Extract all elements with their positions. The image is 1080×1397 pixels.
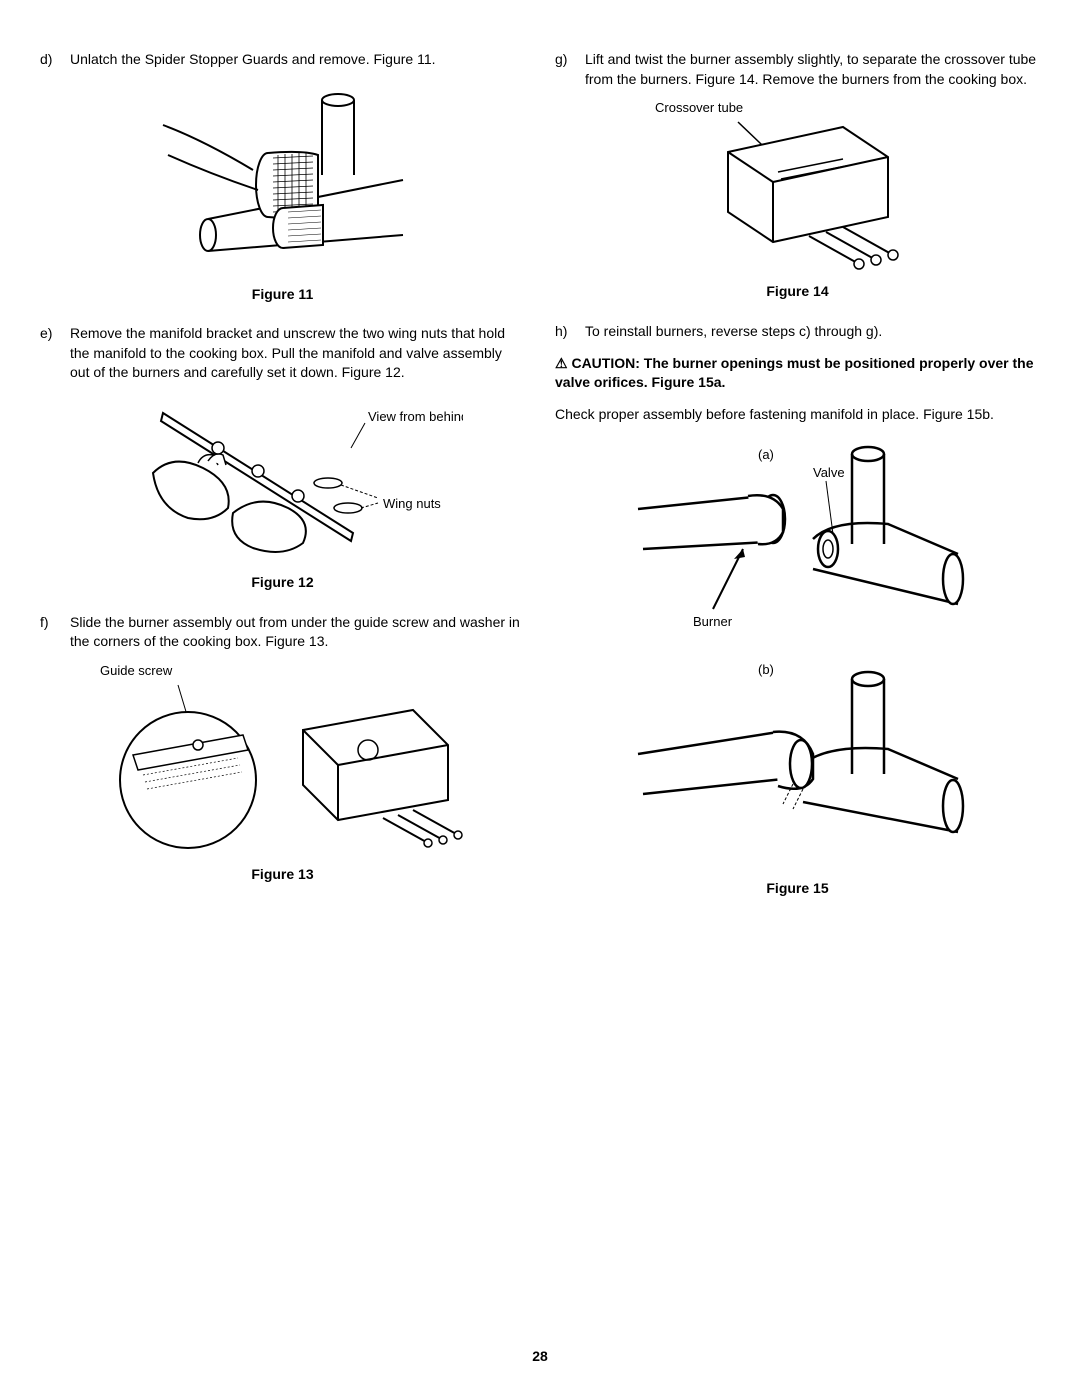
fig15-label-b: (b) <box>758 662 774 677</box>
fig15-label-burner: Burner <box>693 614 733 629</box>
figure-15-block: (a) Valve Burner <box>555 434 1040 899</box>
step-e-letter: e) <box>40 324 70 383</box>
figure-12-block: View from behind cooking box Wing nuts F… <box>40 393 525 593</box>
figure-15-svg: (a) Valve Burner <box>618 434 978 874</box>
step-h-text: To reinstall burners, reverse steps c) t… <box>585 322 1040 342</box>
right-column: g) Lift and twist the burner assembly sl… <box>555 50 1040 919</box>
figure-14-caption: Figure 14 <box>555 282 1040 302</box>
step-g-letter: g) <box>555 50 585 89</box>
caution-block: ⚠ CAUTION: The burner openings must be p… <box>555 354 1040 393</box>
figure-14-block: Crossover tube Figure 14 <box>555 99 1040 302</box>
page-number: 28 <box>0 1347 1080 1367</box>
step-e-text: Remove the manifold bracket and unscrew … <box>70 324 525 383</box>
fig14-label-crossover: Crossover tube <box>655 99 1040 117</box>
step-f-letter: f) <box>40 613 70 652</box>
figure-11-caption: Figure 11 <box>40 285 525 305</box>
page-content: d) Unlatch the Spider Stopper Guards and… <box>40 50 1040 919</box>
step-d-text: Unlatch the Spider Stopper Guards and re… <box>70 50 525 70</box>
fig15-label-a: (a) <box>758 447 774 462</box>
caution-text: CAUTION: The burner openings must be pos… <box>555 355 1034 391</box>
fig12-label-view: View from behind cooking box <box>368 409 463 424</box>
figure-12-svg: View from behind cooking box Wing nuts <box>103 393 463 568</box>
figure-13-block: Guide screw <box>40 662 525 885</box>
figure-15-caption: Figure 15 <box>555 879 1040 899</box>
figure-13-svg <box>103 680 463 860</box>
fig12-label-wingnuts: Wing nuts <box>383 496 441 511</box>
figure-13-caption: Figure 13 <box>40 865 525 885</box>
warning-icon: ⚠ <box>555 355 568 371</box>
step-h: h) To reinstall burners, reverse steps c… <box>555 322 1040 342</box>
step-d: d) Unlatch the Spider Stopper Guards and… <box>40 50 525 70</box>
step-g: g) Lift and twist the burner assembly sl… <box>555 50 1040 89</box>
fig15-label-valve: Valve <box>813 465 845 480</box>
figure-11-svg <box>143 80 423 280</box>
step-f-text: Slide the burner assembly out from under… <box>70 613 525 652</box>
step-f: f) Slide the burner assembly out from un… <box>40 613 525 652</box>
step-e: e) Remove the manifold bracket and unscr… <box>40 324 525 383</box>
check-text: Check proper assembly before fastening m… <box>555 405 1040 425</box>
step-g-text: Lift and twist the burner assembly sligh… <box>585 50 1040 89</box>
figure-12-caption: Figure 12 <box>40 573 525 593</box>
fig13-label-guide: Guide screw <box>100 662 525 680</box>
left-column: d) Unlatch the Spider Stopper Guards and… <box>40 50 525 919</box>
step-h-letter: h) <box>555 322 585 342</box>
figure-11-block: Figure 11 <box>40 80 525 305</box>
figure-14-svg <box>678 117 918 277</box>
step-d-letter: d) <box>40 50 70 70</box>
